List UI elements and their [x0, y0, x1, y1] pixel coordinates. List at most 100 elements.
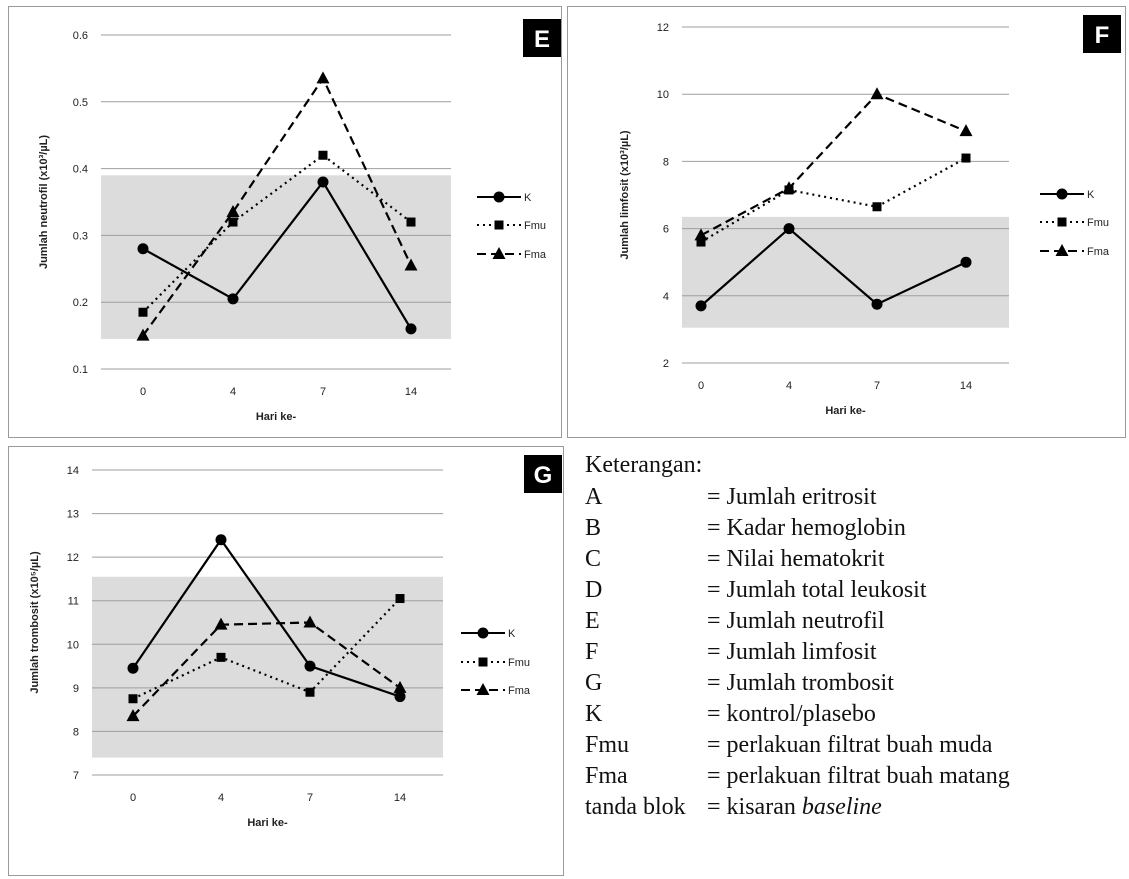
series-line-fma — [132, 621, 401, 717]
legend-label-fmu: Fmu — [508, 657, 530, 669]
data-point-fmu — [318, 150, 328, 160]
x-tick-label: 14 — [960, 380, 972, 392]
keterangan-code: tanda blok — [585, 794, 686, 820]
y-tick-label: 2 — [663, 358, 669, 370]
x-tick-label: 0 — [130, 792, 136, 804]
keterangan-desc: = kontrol/plasebo — [707, 701, 876, 727]
y-axis-title: Jumlah neutrofil (x10³/µL) — [38, 135, 50, 269]
legend-marker-fmu — [494, 220, 504, 230]
panel-label-box — [524, 455, 562, 493]
keterangan-code: A — [585, 484, 603, 510]
legend-keterangan: Keterangan: A = Jumlah eritrosit B = Kad… — [585, 450, 1125, 875]
chart-panel-e: 0.1 0.2 0.3 0.4 0.5 0.6 0 4 7 14 Hari ke- Jumlah ne… — [8, 6, 562, 438]
keterangan-title: Keterangan: — [585, 452, 703, 478]
data-point-fmu — [216, 652, 226, 662]
y-tick-label: 0.1 — [73, 364, 88, 376]
keterangan-code: K — [585, 701, 603, 727]
legend-label-fmu: Fmu — [1087, 217, 1109, 229]
data-point-k — [127, 662, 139, 674]
legend-label-k: K — [524, 192, 532, 204]
data-point-k — [394, 691, 406, 703]
data-point-k — [695, 300, 707, 312]
y-tick-label: 6 — [663, 224, 669, 236]
keterangan-desc: = Jumlah limfosit — [707, 639, 877, 665]
data-point-fmu — [138, 307, 148, 317]
data-point-fma — [226, 205, 240, 218]
y-tick-label: 12 — [67, 552, 79, 564]
data-point-fma — [959, 124, 973, 137]
keterangan-desc: = Jumlah eritrosit — [707, 484, 877, 510]
keterangan-code: E — [585, 608, 600, 634]
legend-label-fma: Fma — [1087, 246, 1110, 258]
keterangan-desc: = Jumlah trombosit — [707, 670, 894, 696]
data-point-fma — [214, 617, 228, 630]
y-tick-label: 12 — [657, 22, 669, 34]
data-point-fma — [404, 258, 418, 271]
y-tick-label: 7 — [73, 770, 79, 782]
data-point-k — [783, 223, 795, 235]
x-tick-label: 4 — [230, 386, 236, 398]
data-point-fmu — [128, 694, 138, 704]
x-tick-label: 0 — [140, 386, 146, 398]
legend-marker-fma — [492, 247, 506, 259]
y-tick-label: 13 — [67, 509, 79, 521]
keterangan-code: Fmu — [585, 732, 630, 758]
data-point-fma — [126, 709, 140, 722]
panel-label: F — [1095, 22, 1110, 49]
x-tick-label: 7 — [320, 386, 326, 398]
legend-marker-fma — [1055, 244, 1069, 256]
keterangan-desc: = kisaran baseline — [707, 792, 882, 823]
legend-label-fma: Fma — [524, 249, 547, 261]
y-tick-label: 0.3 — [73, 230, 88, 242]
y-axis-title: Jumlah trombosit (x10⁵/µL) — [29, 551, 41, 694]
series-line-fma — [700, 92, 967, 237]
data-point-fma — [316, 71, 330, 84]
keterangan-desc: = Jumlah neutrofil — [707, 608, 885, 634]
x-axis-title: Hari ke- — [256, 411, 297, 423]
keterangan-code: F — [585, 639, 599, 665]
legend-label-fma: Fma — [508, 685, 531, 697]
baseline-band — [682, 216, 1009, 328]
chart-g-svg: 7 8 9 10 11 12 13 14 0 4 7 14 Hari ke- Jumlah trombos… — [29, 455, 562, 829]
keterangan-desc: = Kadar hemoglobin — [707, 515, 906, 541]
y-tick-label: 11 — [68, 596, 79, 608]
data-point-fma — [393, 680, 407, 693]
keterangan-code: C — [585, 546, 602, 572]
panel-label: E — [534, 26, 550, 53]
series-line-fmu — [132, 597, 401, 700]
keterangan-desc: = perlakuan filtrat buah muda — [707, 732, 993, 758]
y-tick-label: 8 — [73, 726, 79, 738]
keterangan-code: D — [585, 577, 603, 603]
keterangan-code: G — [585, 670, 603, 696]
series-line-fmu — [142, 153, 412, 313]
series-line-k — [132, 537, 401, 698]
data-point-k — [960, 256, 972, 268]
data-point-fmu — [696, 237, 706, 247]
y-axis-title: Jumlah limfosit (x10³/µL) — [619, 130, 631, 260]
x-tick-label: 0 — [698, 380, 704, 392]
keterangan-desc-prefix: = kisaran — [707, 794, 802, 820]
x-tick-label: 4 — [218, 792, 224, 804]
y-tick-label: 10 — [67, 639, 79, 651]
legend-label-k: K — [508, 628, 516, 640]
series-line-k — [700, 227, 967, 307]
data-point-k — [304, 660, 316, 672]
data-point-fma — [136, 328, 150, 341]
y-tick-label: 0.4 — [73, 164, 88, 176]
data-point-k — [317, 176, 329, 188]
chart-f-svg: 2 4 6 8 10 12 0 4 7 14 Hari ke- Jumlah limfosit (x1… — [619, 15, 1121, 417]
data-point-fmu — [305, 687, 315, 697]
data-point-k — [405, 323, 417, 335]
x-tick-label: 7 — [874, 380, 880, 392]
data-point-fmu — [395, 594, 405, 604]
chart-panel-g: 7 8 9 10 11 12 13 14 0 4 7 14 Hari ke- Jumlah trombos… — [8, 446, 564, 876]
keterangan-desc: = perlakuan filtrat buah matang — [707, 763, 1010, 789]
keterangan-code: Fma — [585, 763, 628, 789]
keterangan-desc: = Nilai hematokrit — [707, 546, 885, 572]
y-tick-label: 8 — [663, 156, 669, 168]
x-tick-label: 4 — [786, 380, 792, 392]
chart-e-svg: 0.1 0.2 0.3 0.4 0.5 0.6 0 4 7 14 Hari ke- Jumlah ne… — [38, 19, 561, 423]
x-tick-label: 14 — [405, 386, 417, 398]
legend-label-k: K — [1087, 189, 1095, 201]
x-tick-label: 7 — [307, 792, 313, 804]
